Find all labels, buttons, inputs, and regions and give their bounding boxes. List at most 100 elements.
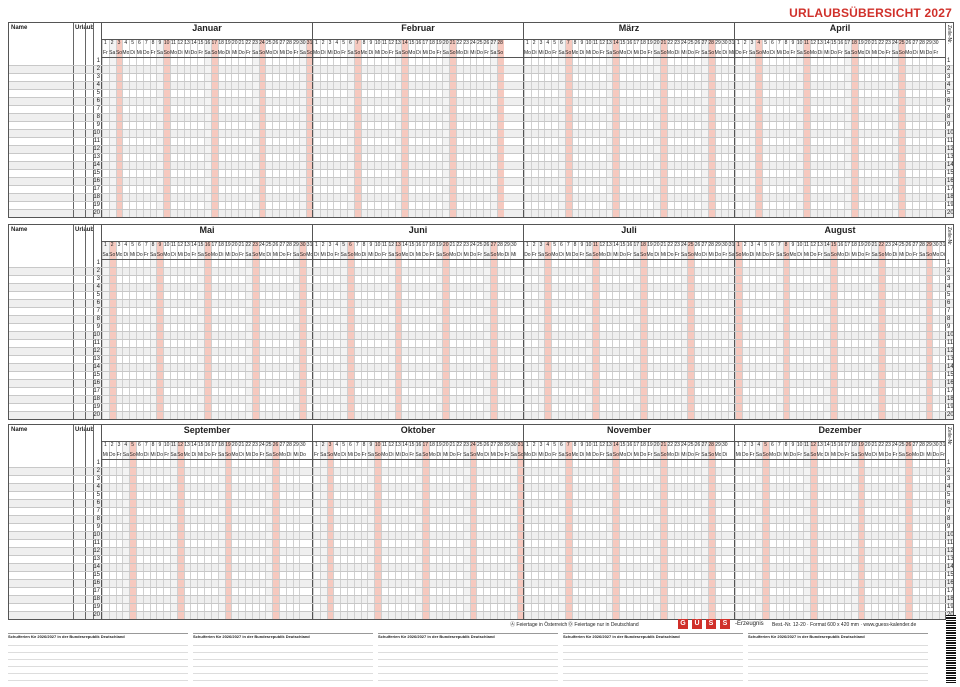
day-column: [537, 441, 545, 619]
day-number: 24: [681, 40, 687, 46]
weekday-label: Sa: [483, 252, 490, 258]
day-number: 13: [184, 442, 190, 448]
day-column: [932, 241, 939, 419]
weekday-label: Do: [299, 452, 306, 458]
weekday-label: Mi: [375, 50, 381, 56]
weekday-label: Mi: [463, 252, 469, 258]
order-info: Best.-Nr. 12-20 · Format 600 x 420 mm · …: [772, 622, 917, 628]
day-number: 14: [191, 40, 197, 46]
day-column: [408, 241, 415, 419]
weekday-label: Di: [484, 452, 489, 458]
day-number: 15: [197, 242, 204, 248]
day-number: 26: [905, 40, 912, 46]
day-column: [340, 39, 347, 217]
brand-letter: S: [706, 619, 716, 629]
day-number: 16: [837, 242, 844, 248]
school-table-row: [8, 660, 188, 667]
weekday-label: Do: [279, 252, 286, 258]
day-number: 26: [905, 442, 912, 448]
weekday-label: Sa: [728, 252, 735, 258]
weekday-label: Sa: [170, 452, 177, 458]
weekday-label: Di: [191, 452, 197, 458]
day-column: [884, 441, 892, 619]
weekday-label: Fr: [579, 252, 585, 258]
row-line: [9, 137, 953, 138]
day-column: [680, 39, 688, 217]
day-column: [238, 441, 245, 619]
day-number: 28: [708, 242, 714, 248]
weekday-label: Mi: [586, 452, 592, 458]
day-column: [775, 241, 783, 419]
weekday-label: Sa: [197, 252, 204, 258]
urlaub-header: Urlaub: [75, 427, 95, 433]
day-column: [442, 241, 450, 419]
day-number: 5: [553, 40, 556, 46]
row-shade: [9, 161, 953, 169]
day-column: [292, 441, 300, 619]
legend-austria: Ⓐ Feiertage in Österreich: [510, 622, 568, 628]
row-line: [9, 73, 953, 74]
month-name: Dezember: [818, 425, 862, 435]
day-column: [319, 39, 327, 217]
day-column: [483, 241, 490, 419]
weekday-label: So: [565, 452, 572, 458]
brand-letter: S: [720, 619, 730, 629]
day-column: [190, 39, 197, 217]
day-number: 21: [871, 442, 878, 448]
row-shade: [9, 595, 953, 603]
day-number: 5: [131, 242, 134, 248]
month-column: 1 Sa 2 So 3 Mo 4 Di 5 Mi 6 Do 7 Fr 8 Sa 9 So 10 Mo 11 Di 12 Mi 1…: [101, 225, 313, 419]
day-number: 7: [566, 40, 570, 46]
month-column: 1 Mo 2 Di 3 Mi 4 Do 5 Fr 6 Sa 7 So 8 Mo 9 Di 10 Mi 11 Do 12 Fr 1…: [523, 23, 734, 217]
day-column: [313, 39, 320, 217]
name-header: Name: [11, 227, 28, 233]
day-column: [428, 241, 436, 419]
school-table-row: [193, 639, 373, 646]
weekday-label: Mo: [884, 252, 892, 258]
day-number: 17: [844, 442, 851, 448]
weekday-label: Do: [810, 252, 817, 258]
day-number: 4: [757, 40, 761, 46]
row-number-right: 13: [947, 356, 954, 362]
weekday-label: Di: [627, 452, 632, 458]
weekday-label: Mo: [360, 50, 368, 56]
day-column: [435, 441, 443, 619]
weekday-label: Mi: [783, 452, 789, 458]
row-number-right: 7: [947, 508, 951, 514]
row-number-right: 16: [947, 380, 954, 386]
day-number: 25: [265, 442, 272, 448]
weekday-label: Fr: [361, 452, 367, 458]
weekday-label: So: [326, 452, 334, 458]
day-column: [224, 441, 232, 619]
day-column: [619, 241, 626, 419]
row-line: [9, 153, 953, 154]
row-number: 9: [96, 122, 100, 128]
day-number: 7: [144, 442, 148, 448]
row-number: 17: [93, 186, 100, 192]
weekday-label: So: [612, 452, 619, 458]
weekday-label: Di: [749, 252, 755, 258]
weekday-label: Di: [770, 50, 775, 56]
weekday-label: Do: [830, 50, 837, 56]
day-column: [837, 441, 844, 619]
row-number-right: 16: [947, 580, 954, 586]
weekday-label: Sa: [748, 50, 756, 56]
weekday-label: So: [660, 50, 667, 56]
day-number: 3: [539, 242, 543, 248]
row-shade: [9, 611, 953, 619]
day-number: 9: [791, 442, 795, 448]
day-column: [898, 441, 906, 619]
day-number: 18: [218, 242, 224, 248]
weekday-label: Mo: [714, 50, 722, 56]
day-number: 20: [864, 442, 871, 448]
day-number: 15: [197, 442, 204, 448]
month-column: 1 Do 2 Fr 3 Sa 4 So 5 Mo 6 Di 7 Mi 8 Do 9 Fr 10 Sa 11 So 12 Mo 1…: [734, 23, 945, 217]
day-number: 24: [259, 40, 265, 46]
row-line: [9, 547, 953, 548]
weekday-label: Mo: [183, 452, 191, 458]
day-number: 1: [315, 40, 318, 46]
row-number-right: 1: [947, 460, 951, 466]
day-column: [217, 241, 225, 419]
row-number: 11: [93, 138, 100, 144]
header-divider: [313, 441, 523, 442]
